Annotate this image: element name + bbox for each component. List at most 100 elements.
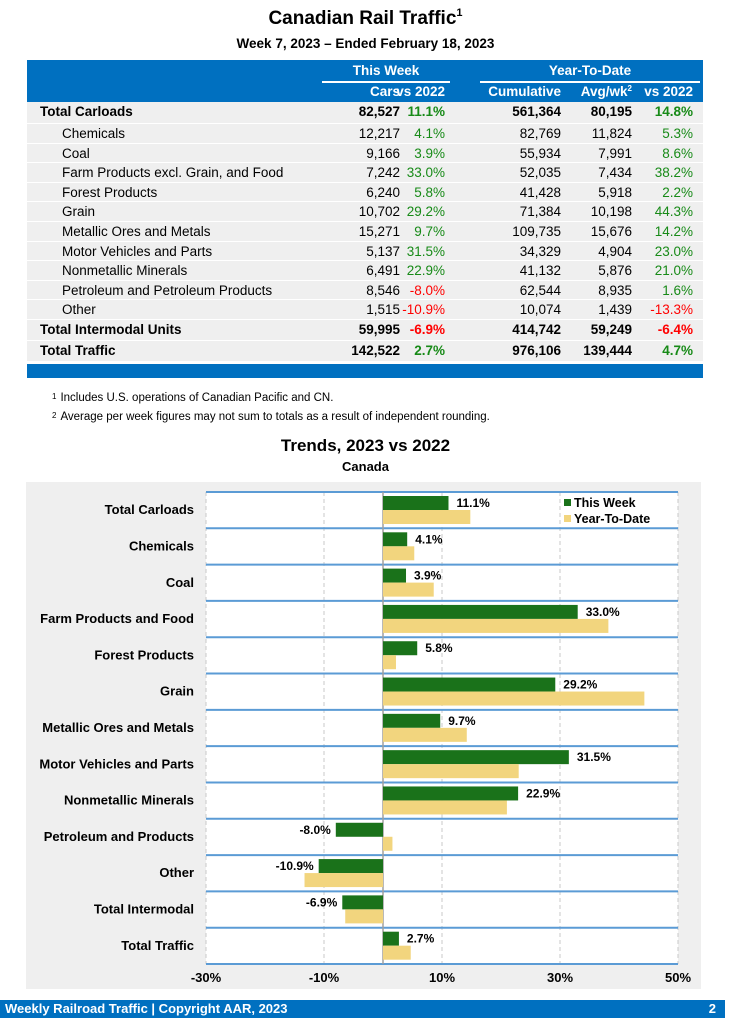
- table-footer-bar: [27, 363, 703, 378]
- footnote-mark: 1: [52, 392, 57, 401]
- footnotes: 1 Includes U.S. operations of Canadian Pa…: [52, 389, 490, 427]
- cell-vs-ytd: 44.3%: [654, 204, 693, 220]
- footnote-text: Includes U.S. operations of Canadian Pac…: [60, 392, 334, 404]
- data-label: 29.2%: [563, 678, 597, 692]
- cell-avg: 80,195: [590, 104, 632, 119]
- bar-this-week: [383, 496, 449, 510]
- category-label: Forest Products: [94, 647, 194, 662]
- cell-cumulative: 82,769: [519, 126, 561, 141]
- bar-ytd: [383, 800, 507, 815]
- category-label: Nonmetallic Minerals: [64, 793, 194, 808]
- data-label: 2.7%: [407, 932, 435, 946]
- data-label: 31.5%: [577, 750, 611, 764]
- cell-cars: 10,702: [358, 204, 400, 220]
- cell-vs-ytd: 14.2%: [654, 223, 693, 239]
- bar-ytd: [383, 510, 471, 524]
- table-row: Total Traffic 142,522 2.7% 976,106 139,444 4.…: [27, 340, 703, 362]
- group-this-week: This Week: [352, 63, 420, 78]
- row-label: Forest Products: [62, 184, 158, 200]
- row-label: Metallic Ores and Metals: [62, 223, 211, 239]
- x-tick-label: -30%: [191, 970, 222, 985]
- cell-vs-week: 4.1%: [414, 126, 445, 141]
- bar-this-week: [342, 895, 383, 910]
- cell-vs-week: 31.5%: [406, 243, 445, 259]
- cell-vs-week: 2.7%: [414, 342, 445, 358]
- bar-ytd: [383, 691, 645, 706]
- cell-vs-week: 29.2%: [406, 204, 445, 220]
- bar-this-week: [383, 786, 519, 801]
- cell-cumulative: 41,132: [519, 263, 561, 279]
- group-ytd: Year-To-Date: [548, 63, 632, 78]
- title-footnote-mark: 1: [456, 7, 463, 19]
- cell-avg: 5,876: [598, 263, 632, 279]
- col-cumulative: Cumulative: [488, 84, 561, 99]
- row-label: Coal: [62, 145, 90, 161]
- cell-vs-week: 9.7%: [414, 223, 445, 239]
- cell-cumulative: 976,106: [512, 342, 561, 358]
- chart-title: Trends, 2023 vs 2022: [280, 436, 451, 455]
- table-row: Forest Products 6,240 5.8% 41,428 5,918 2.2%: [27, 182, 703, 203]
- bar-ytd: [383, 836, 393, 851]
- cell-cars: 15,271: [358, 223, 400, 239]
- bar-ytd: [345, 909, 383, 924]
- cell-cumulative: 109,735: [512, 223, 561, 239]
- page-number: 2: [708, 1001, 716, 1016]
- table-body: Total Carloads 82,527 11.1% 561,364 80,195 14…: [27, 102, 703, 362]
- data-label: 9.7%: [448, 714, 476, 728]
- cell-vs-week: 11.1%: [407, 104, 445, 119]
- table-row: Grain 10,702 29.2% 71,384 10,198 44.3%: [27, 202, 703, 222]
- table-row: Total Carloads 82,527 11.1% 561,364 80,195 14…: [27, 102, 703, 124]
- col-vs-week: vs 2022: [396, 84, 445, 99]
- bar-this-week: [383, 568, 407, 583]
- legend-swatch-ytd: [564, 515, 571, 522]
- cell-avg: 7,991: [598, 145, 632, 161]
- cell-cars: 6,491: [366, 263, 400, 279]
- cell-cumulative: 41,428: [519, 184, 561, 200]
- x-tick-label: -10%: [309, 970, 340, 985]
- cell-avg: 7,434: [598, 165, 632, 181]
- category-label: Petroleum and Products: [44, 829, 194, 844]
- traffic-table: This Week Year-To-Date Cars vs 2022 Cumu…: [27, 60, 703, 378]
- row-label: Other: [62, 302, 96, 318]
- row-label: Total Intermodal Units: [40, 321, 182, 337]
- table-row: Nonmetallic Minerals 6,491 22.9% 41,132 5,87…: [27, 261, 703, 281]
- data-label: 22.9%: [526, 786, 560, 800]
- cell-vs-ytd: 1.6%: [662, 282, 693, 298]
- cell-cars: 59,995: [358, 321, 400, 337]
- category-label: Other: [159, 865, 194, 880]
- chart-panel: Total Carloads 11.1% Chemicals 4.1% Coal 3.9%…: [26, 482, 701, 989]
- data-label: -10.9%: [276, 859, 314, 873]
- table-row: Other 1,515 -10.9% 10,074 1,439 -13.3%: [27, 300, 703, 320]
- cell-vs-week: 3.9%: [414, 145, 445, 161]
- cell-cumulative: 62,544: [519, 282, 561, 298]
- footnote-text: Average per week figures may not sum to …: [60, 411, 490, 423]
- row-label: Nonmetallic Minerals: [62, 263, 188, 279]
- row-label: Chemicals: [62, 126, 126, 141]
- cell-vs-week: 5.8%: [414, 184, 445, 200]
- x-tick-label: 50%: [665, 970, 691, 985]
- col-avg-label: Avg/wk: [580, 84, 628, 99]
- cell-vs-ytd: -6.4%: [657, 321, 693, 337]
- table-row: Total Intermodal Units 59,995 -6.9% 414,742…: [27, 319, 703, 341]
- category-label: Total Intermodal: [94, 902, 194, 917]
- category-label: Farm Products and Food: [40, 611, 194, 626]
- category-label: Metallic Ores and Metals: [42, 720, 194, 735]
- cell-cars: 82,527: [358, 104, 400, 119]
- table-row: Coal 9,166 3.9% 55,934 7,991 8.6%: [27, 143, 703, 164]
- cell-cars: 7,242: [366, 165, 400, 181]
- cell-cumulative: 10,074: [519, 302, 561, 318]
- cell-cars: 1,515: [366, 302, 400, 318]
- row-label: Total Carloads: [40, 104, 133, 119]
- group-divider: [480, 81, 700, 83]
- row-label: Farm Products excl. Grain, and Food: [62, 165, 284, 181]
- cell-avg: 11,824: [591, 126, 632, 141]
- bar-ytd: [383, 582, 434, 597]
- row-label: Total Traffic: [40, 342, 116, 358]
- legend-label-ytd: Year-To-Date: [574, 512, 650, 526]
- cell-cumulative: 414,742: [512, 321, 561, 337]
- cell-cumulative: 55,934: [519, 145, 561, 161]
- cell-avg: 8,935: [598, 282, 632, 298]
- row-label: Grain: [62, 204, 96, 220]
- legend-label-this-week: This Week: [574, 496, 636, 510]
- cell-avg: 15,676: [590, 223, 632, 239]
